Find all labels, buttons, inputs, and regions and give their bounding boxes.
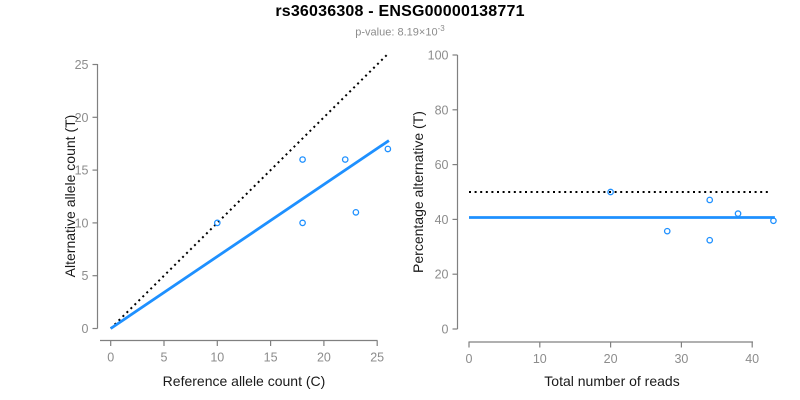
x-tick-label: 10 bbox=[210, 351, 224, 365]
y-tick-label: 60 bbox=[435, 158, 449, 172]
identity-line bbox=[109, 52, 390, 330]
x-tick-label: 20 bbox=[317, 351, 331, 365]
data-point bbox=[734, 210, 742, 217]
data-point bbox=[341, 156, 349, 163]
y-tick-label: 0 bbox=[82, 322, 89, 336]
y-tick-label: 25 bbox=[75, 58, 89, 72]
x-tick-label: 20 bbox=[604, 352, 618, 366]
data-point bbox=[299, 219, 306, 227]
x-tick-label: 0 bbox=[466, 352, 473, 366]
y-tick-label: 100 bbox=[428, 49, 449, 63]
x-tick-label: 25 bbox=[370, 351, 384, 365]
y-tick-label: 20 bbox=[75, 111, 89, 125]
p-value-mantissa: 8.19 bbox=[397, 26, 419, 39]
y-tick-label: 0 bbox=[442, 323, 449, 337]
data-point bbox=[352, 208, 360, 216]
left-plot-panel: 0 5 10 15 20 25 0 5 10 15 20 25 Reference allele co… bbox=[62, 52, 392, 389]
x-tick-label: 5 bbox=[161, 351, 168, 365]
data-point bbox=[607, 188, 614, 196]
data-point bbox=[706, 196, 714, 204]
page-title: rs36036308 - ENSG00000138771 bbox=[275, 3, 525, 20]
x-tick-label: 15 bbox=[264, 351, 278, 365]
y-tick-label: 20 bbox=[435, 268, 449, 282]
x-tick-label: 10 bbox=[533, 352, 547, 366]
y-tick-label: 80 bbox=[435, 103, 449, 117]
y-tick-label: 40 bbox=[435, 213, 449, 227]
y-tick-label: 5 bbox=[82, 269, 89, 283]
fit-line bbox=[109, 139, 390, 330]
data-point bbox=[299, 156, 306, 163]
left-plot-dynamic: 0 5 10 15 20 25 0 5 10 15 20 25 bbox=[75, 52, 392, 365]
right-plot-panel: 0 20 40 60 80 100 0 10 20 30 40 Total number of re… bbox=[410, 49, 777, 389]
right-y-axis-title: Percentage alternative (T) bbox=[410, 111, 426, 273]
x-tick-label: 30 bbox=[674, 352, 688, 366]
p-value-exponent: -3 bbox=[437, 24, 445, 33]
left-x-axis-title: Reference allele count (C) bbox=[163, 373, 326, 389]
x-tick-label: 0 bbox=[107, 351, 114, 365]
y-tick-label: 10 bbox=[75, 216, 89, 230]
p-value-subtitle: p-value: 8.19×10-3 bbox=[0, 24, 800, 39]
data-point bbox=[770, 217, 777, 225]
p-value-base: 10 bbox=[425, 26, 438, 39]
data-point bbox=[384, 145, 392, 153]
right-plot-dynamic: 0 20 40 60 80 100 0 10 20 30 40 bbox=[428, 49, 777, 366]
multiply-icon: × bbox=[418, 26, 426, 39]
p-value-prefix: p-value: bbox=[355, 26, 398, 39]
data-point bbox=[706, 236, 714, 244]
left-y-axis-title: Alternative allele count (T) bbox=[62, 115, 78, 278]
y-tick-label: 15 bbox=[75, 164, 89, 178]
x-tick-label: 40 bbox=[745, 352, 759, 366]
data-point bbox=[213, 219, 221, 227]
right-x-axis-title: Total number of reads bbox=[544, 373, 679, 389]
data-point bbox=[663, 227, 671, 235]
